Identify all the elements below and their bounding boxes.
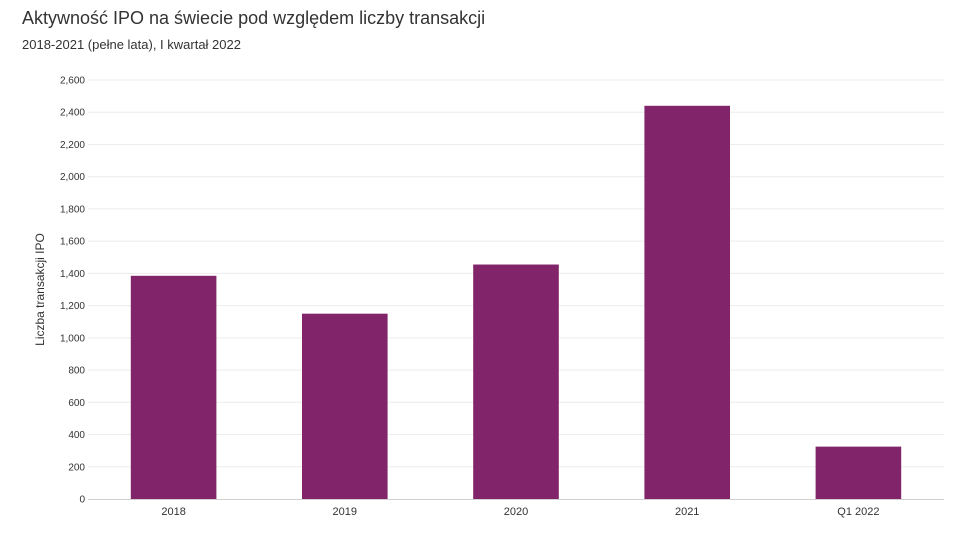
y-tick-label: 2,400	[60, 108, 85, 119]
y-tick-label: 800	[68, 366, 85, 377]
y-tick-label: 2,000	[60, 172, 85, 183]
y-tick-label: 200	[68, 462, 85, 473]
bar-2019	[302, 313, 388, 499]
x-tick-label: 2020	[504, 506, 528, 518]
bar-2021	[644, 105, 730, 500]
bars	[130, 105, 902, 500]
chart-title: Aktywność IPO na świecie pod względem li…	[22, 8, 486, 28]
y-tick-label: 2,600	[60, 76, 85, 87]
bar-2020	[473, 264, 559, 499]
x-tick-label: 2021	[675, 506, 699, 518]
x-tick-label: Q1 2022	[837, 506, 879, 518]
x-tick-label: 2019	[333, 506, 357, 518]
bar-q1-2022	[815, 446, 902, 499]
y-tick-label: 1,600	[60, 237, 85, 248]
y-tick-label: 400	[68, 430, 85, 441]
y-tick-label: 1,800	[60, 204, 85, 215]
y-tick-label: 600	[68, 398, 85, 409]
y-tick-label: 1,000	[60, 333, 85, 344]
y-tick-label: 0	[79, 495, 85, 506]
y-tick-label: 2,200	[60, 140, 85, 151]
y-axis-ticks: 0 200 400 600 800 1,000 1,200 1,400 1,600 1,800 2,…	[60, 76, 85, 506]
gridlines	[88, 79, 944, 468]
y-axis-label: Liczba transakcji IPO	[33, 233, 47, 346]
chart-subtitle: 2018-2021 (pełne lata), I kwartał 2022	[22, 37, 241, 52]
bar-2018	[130, 275, 217, 499]
x-tick-label: 2018	[161, 506, 185, 518]
y-tick-label: 1,200	[60, 301, 85, 312]
x-axis-ticks: 2018 2019 2020 2021 Q1 2022	[161, 506, 879, 518]
y-tick-label: 1,400	[60, 269, 85, 280]
